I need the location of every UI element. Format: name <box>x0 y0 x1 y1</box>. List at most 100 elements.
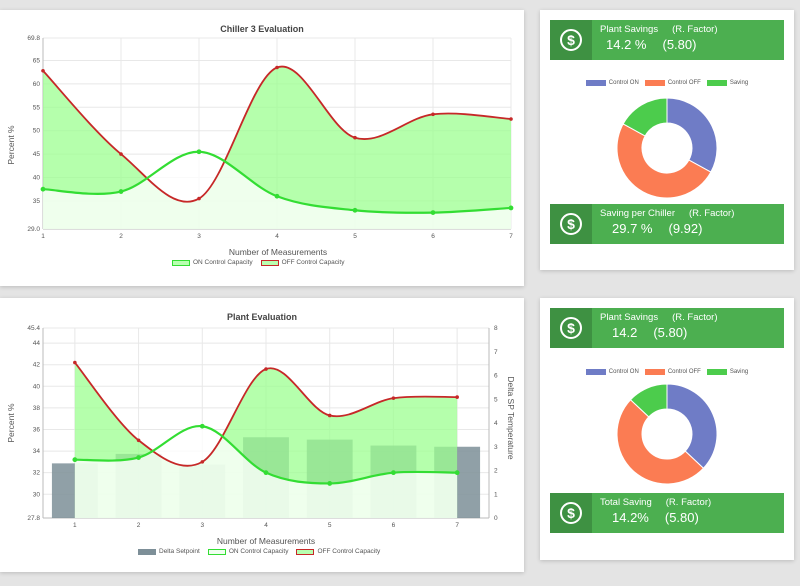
off-capacity-point <box>264 367 268 371</box>
x-tick-label: 3 <box>200 522 204 529</box>
y-tick-label: 38 <box>33 405 41 412</box>
legend-item-off[interactable]: OFF Control Capacity <box>296 548 380 555</box>
legend-item-control-on[interactable]: Control ON <box>585 80 639 86</box>
legend-item-on[interactable]: ON Control Capacity <box>172 259 253 266</box>
x-tick-label: 6 <box>392 522 396 529</box>
tile-title: Total Saving <box>600 497 652 508</box>
donut-slice-control-off <box>616 399 705 485</box>
legend-swatch <box>644 369 665 375</box>
dollar-icon: $ <box>560 502 582 524</box>
off-capacity-point <box>136 438 141 443</box>
y-tick-label: 55 <box>33 104 41 111</box>
y-right-tick-label: 6 <box>494 373 498 380</box>
donut-slice-control-on <box>666 383 718 469</box>
tile-value: 14.2 % <box>606 37 647 52</box>
on-capacity-point <box>430 210 436 216</box>
off-capacity-point <box>197 196 201 201</box>
x-tick-label: 1 <box>41 233 45 240</box>
off-capacity-area <box>43 66 511 229</box>
legend-item-on[interactable]: ON Control Capacity <box>207 548 288 555</box>
legend-item-control-on[interactable]: Control ON <box>585 369 639 375</box>
off-capacity-point <box>431 112 435 117</box>
y-right-tick-label: 8 <box>494 325 498 332</box>
legend-item-delta[interactable]: Delta Setpoint <box>138 548 200 555</box>
tile-icon-box: $ <box>550 493 592 533</box>
y-tick-label: 40 <box>33 175 41 182</box>
legend-swatch <box>644 80 665 86</box>
plant-savings-tile: $ Plant Savings (R. Factor) 14.2 % (5.80) <box>550 20 784 60</box>
tile-value: 14.2 <box>612 325 638 340</box>
on-capacity-point <box>72 457 78 463</box>
chart-legend: Delta Setpoint ON Control Capacity OFF C… <box>138 548 380 555</box>
y-tick-label: 69.8 <box>27 35 40 42</box>
y-tick-label: 36 <box>33 426 41 433</box>
tile-value: 14.2% <box>612 510 649 525</box>
y-tick-label: 42 <box>33 362 41 369</box>
donut-legend: Control ON Control OFF Saving <box>540 80 794 86</box>
off-capacity-point <box>275 65 279 70</box>
legend-item-saving[interactable]: Saving <box>706 369 749 375</box>
chiller-evaluation-card: Chiller 3 Evaluation Percent % Number of… <box>0 10 524 286</box>
donut-slice-control-on <box>666 97 718 173</box>
donut-legend: Control ON Control OFF Saving <box>540 369 794 375</box>
tile-icon-box: $ <box>550 204 592 244</box>
x-tick-label: 1 <box>73 522 77 529</box>
y-tick-label: 65 <box>33 57 41 64</box>
x-tick-label: 2 <box>119 233 123 240</box>
tile-title: Saving per Chiller <box>600 208 675 219</box>
legend-item-off[interactable]: OFF Control Capacity <box>260 259 345 266</box>
y-right-tick-label: 0 <box>494 515 498 522</box>
on-capacity-area <box>43 151 511 229</box>
on-capacity-point <box>454 470 460 476</box>
legend-label: OFF Control Capacity <box>317 548 381 555</box>
donut-slice-control-off <box>616 123 712 199</box>
legend-swatch <box>706 80 727 86</box>
savings-donut-chart <box>616 97 718 199</box>
dollar-icon: $ <box>560 29 582 51</box>
x-axis-title: Number of Measurements <box>229 247 327 257</box>
dollar-icon: $ <box>560 213 582 235</box>
off-capacity-point <box>391 396 396 400</box>
y-tick-label: 29.0 <box>27 226 40 233</box>
off-capacity-point <box>200 460 205 464</box>
off-capacity-point <box>327 413 332 418</box>
off-capacity-point <box>509 117 513 121</box>
off-capacity-point <box>353 135 357 140</box>
chart-title: Chiller 3 Evaluation <box>220 24 304 34</box>
legend-item-control-off[interactable]: Control OFF <box>644 80 701 86</box>
plant-savings-donut-chart <box>616 383 718 485</box>
saving-per-chiller-tile: $ Saving per Chiller (R. Factor) 29.7 % (9… <box>550 204 784 244</box>
on-capacity-point <box>118 189 124 194</box>
tile-factor-label: (R. Factor) <box>672 24 718 35</box>
legend-label: ON Control Capacity <box>193 259 253 266</box>
legend-item-control-off[interactable]: Control OFF <box>644 369 701 375</box>
on-capacity-point <box>327 481 333 486</box>
y-right-tick-label: 2 <box>494 468 498 475</box>
on-capacity-point <box>508 205 514 211</box>
chiller-evaluation-chart: Percent % Number of Measurements 29.0354… <box>6 35 514 257</box>
y-right-tick-label: 4 <box>494 420 498 427</box>
legend-item-saving[interactable]: Saving <box>706 80 748 86</box>
on-capacity-point <box>274 193 280 199</box>
on-capacity-point <box>263 470 269 476</box>
donut-slice-saving <box>629 383 668 418</box>
tile-factor: (9.92) <box>668 221 703 236</box>
tile-factor: (5.80) <box>662 37 697 52</box>
legend-label: Control ON <box>608 369 639 375</box>
on-capacity-area <box>74 426 458 518</box>
legend-label: Saving <box>729 369 749 375</box>
legend-label: Control OFF <box>667 80 701 86</box>
on-capacity-point <box>199 423 205 429</box>
plant-savings-panel: $ Plant Savings (R. Factor) 14.2 (5.80) Co… <box>540 298 794 560</box>
x-axis-title: Number of Measurements <box>217 536 315 546</box>
tile-icon-box: $ <box>550 20 592 60</box>
tile-factor: (5.80) <box>664 510 699 525</box>
x-tick-label: 7 <box>455 522 459 529</box>
x-tick-label: 6 <box>431 233 435 240</box>
y-axis-title: Percent % <box>6 403 16 443</box>
plant-savings-tile: $ Plant Savings (R. Factor) 14.2 (5.80) <box>550 308 784 348</box>
legend-label: OFF Control Capacity <box>281 259 345 266</box>
legend-swatch <box>585 80 606 86</box>
y-tick-label: 34 <box>33 448 41 455</box>
y-tick-label: 60 <box>33 81 41 88</box>
